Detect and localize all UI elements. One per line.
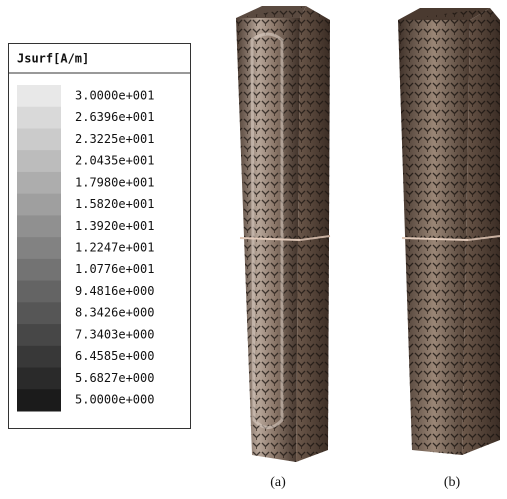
legend-label: 1.5820e+001: [75, 197, 154, 211]
color-band: [17, 346, 61, 368]
legend-label: 1.3920e+001: [75, 219, 154, 233]
color-bar: [17, 85, 61, 412]
page: {"legend": {"title": "Jsurf[A/m]", "labe…: [0, 0, 507, 499]
legend-label: 7.3403e+000: [75, 327, 154, 341]
color-band: [17, 194, 61, 216]
color-band: [17, 324, 61, 346]
color-band: [17, 281, 61, 303]
color-band: [17, 389, 61, 411]
legend-label: 2.6396e+001: [75, 110, 154, 124]
legend-label: 1.2247e+001: [75, 241, 154, 255]
color-band: [17, 368, 61, 390]
color-band: [17, 259, 61, 281]
legend-label: 9.4816e+000: [75, 284, 154, 298]
figure: Jsurf[A/m] 3.0000e+001 2.6396e+001 2.3225e…: [0, 0, 507, 499]
legend-label: 5.6827e+000: [75, 371, 154, 385]
pillar-b: [398, 8, 500, 455]
legend-labels: 3.0000e+001 2.6396e+001 2.3225e+001 2.0435e…: [75, 88, 154, 406]
color-band: [17, 215, 61, 237]
color-band: [17, 237, 61, 259]
color-band: [17, 150, 61, 172]
legend-label: 6.4585e+000: [75, 349, 154, 363]
legend-label: 1.7980e+001: [75, 175, 154, 189]
legend-label: 2.3225e+001: [75, 132, 154, 146]
pillar-a: [236, 6, 330, 462]
legend-label: 3.0000e+001: [75, 88, 154, 102]
color-band: [17, 302, 61, 324]
caption: (b): [444, 475, 461, 490]
color-band: [17, 107, 61, 129]
legend-title: Jsurf[A/m]: [17, 52, 89, 66]
legend-label: 2.0435e+001: [75, 154, 154, 168]
current-arrows: [398, 8, 500, 455]
legend-label: 5.0000e+000: [75, 393, 154, 407]
legend-label: 1.0776e+001: [75, 262, 154, 276]
color-band: [17, 128, 61, 150]
legend-label: 8.3426e+000: [75, 306, 154, 320]
color-band: [17, 172, 61, 194]
color-band: [17, 85, 61, 107]
caption: (a): [270, 475, 286, 490]
